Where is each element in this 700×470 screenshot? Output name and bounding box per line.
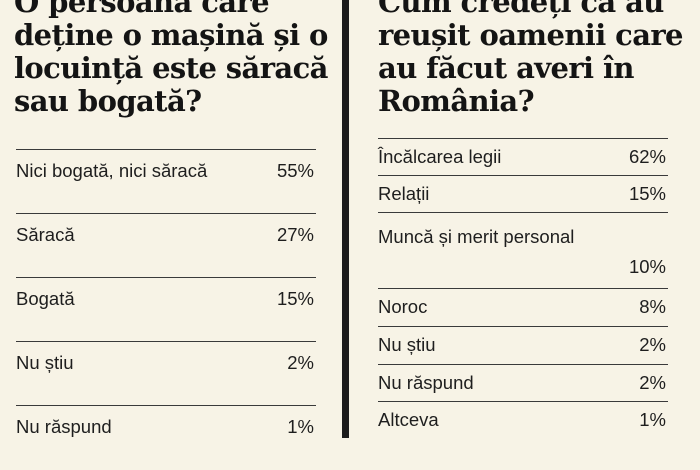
row-label: Nu răspund xyxy=(16,416,112,437)
table-row: Nici bogată, nici săracă 55% xyxy=(16,149,316,214)
right-question-title: Cum credeți că au reușit oamenii care au… xyxy=(378,0,684,118)
row-value: 15% xyxy=(276,288,314,309)
row-value: 2% xyxy=(287,352,314,373)
row-label: Nu știu xyxy=(16,352,74,373)
row-value: 2% xyxy=(639,334,666,355)
table-row: Nu răspund 1% xyxy=(16,405,316,470)
row-value: 10% xyxy=(628,256,666,277)
table-row: Muncă și merit personal 10% xyxy=(378,212,668,289)
row-label: Altceva xyxy=(378,409,439,430)
table-row: Altceva 1% xyxy=(378,401,668,439)
row-value: 55% xyxy=(276,160,314,181)
left-question-title: O persoană care deține o mașină și o loc… xyxy=(14,0,328,118)
row-value: 8% xyxy=(639,296,666,317)
column-divider xyxy=(342,0,349,438)
row-value: 1% xyxy=(639,409,666,430)
row-label: Noroc xyxy=(378,296,428,317)
row-label: Săracă xyxy=(16,224,75,245)
row-label: Bogată xyxy=(16,288,75,309)
table-row: Bogată 15% xyxy=(16,277,316,342)
table-row: Nu răspund 2% xyxy=(378,364,668,402)
table-row: Relații 15% xyxy=(378,175,668,213)
row-label: Muncă și merit personal xyxy=(378,226,575,247)
row-value: 2% xyxy=(639,372,666,393)
table-row: Săracă 27% xyxy=(16,213,316,278)
row-value: 1% xyxy=(287,416,314,437)
row-label: Nu știu xyxy=(378,334,436,355)
table-row: Noroc 8% xyxy=(378,288,668,326)
table-row: Nu știu 2% xyxy=(378,326,668,364)
row-value: 27% xyxy=(276,224,314,245)
row-label: Nu răspund xyxy=(378,372,474,393)
row-value: 62% xyxy=(628,146,666,167)
row-label: Nici bogată, nici săracă xyxy=(16,160,208,181)
row-label: Încălcarea legii xyxy=(378,146,502,167)
table-row: Nu știu 2% xyxy=(16,341,316,406)
row-value: 15% xyxy=(628,183,666,204)
row-label: Relații xyxy=(378,183,430,204)
table-row: Încălcarea legii 62% xyxy=(378,138,668,176)
